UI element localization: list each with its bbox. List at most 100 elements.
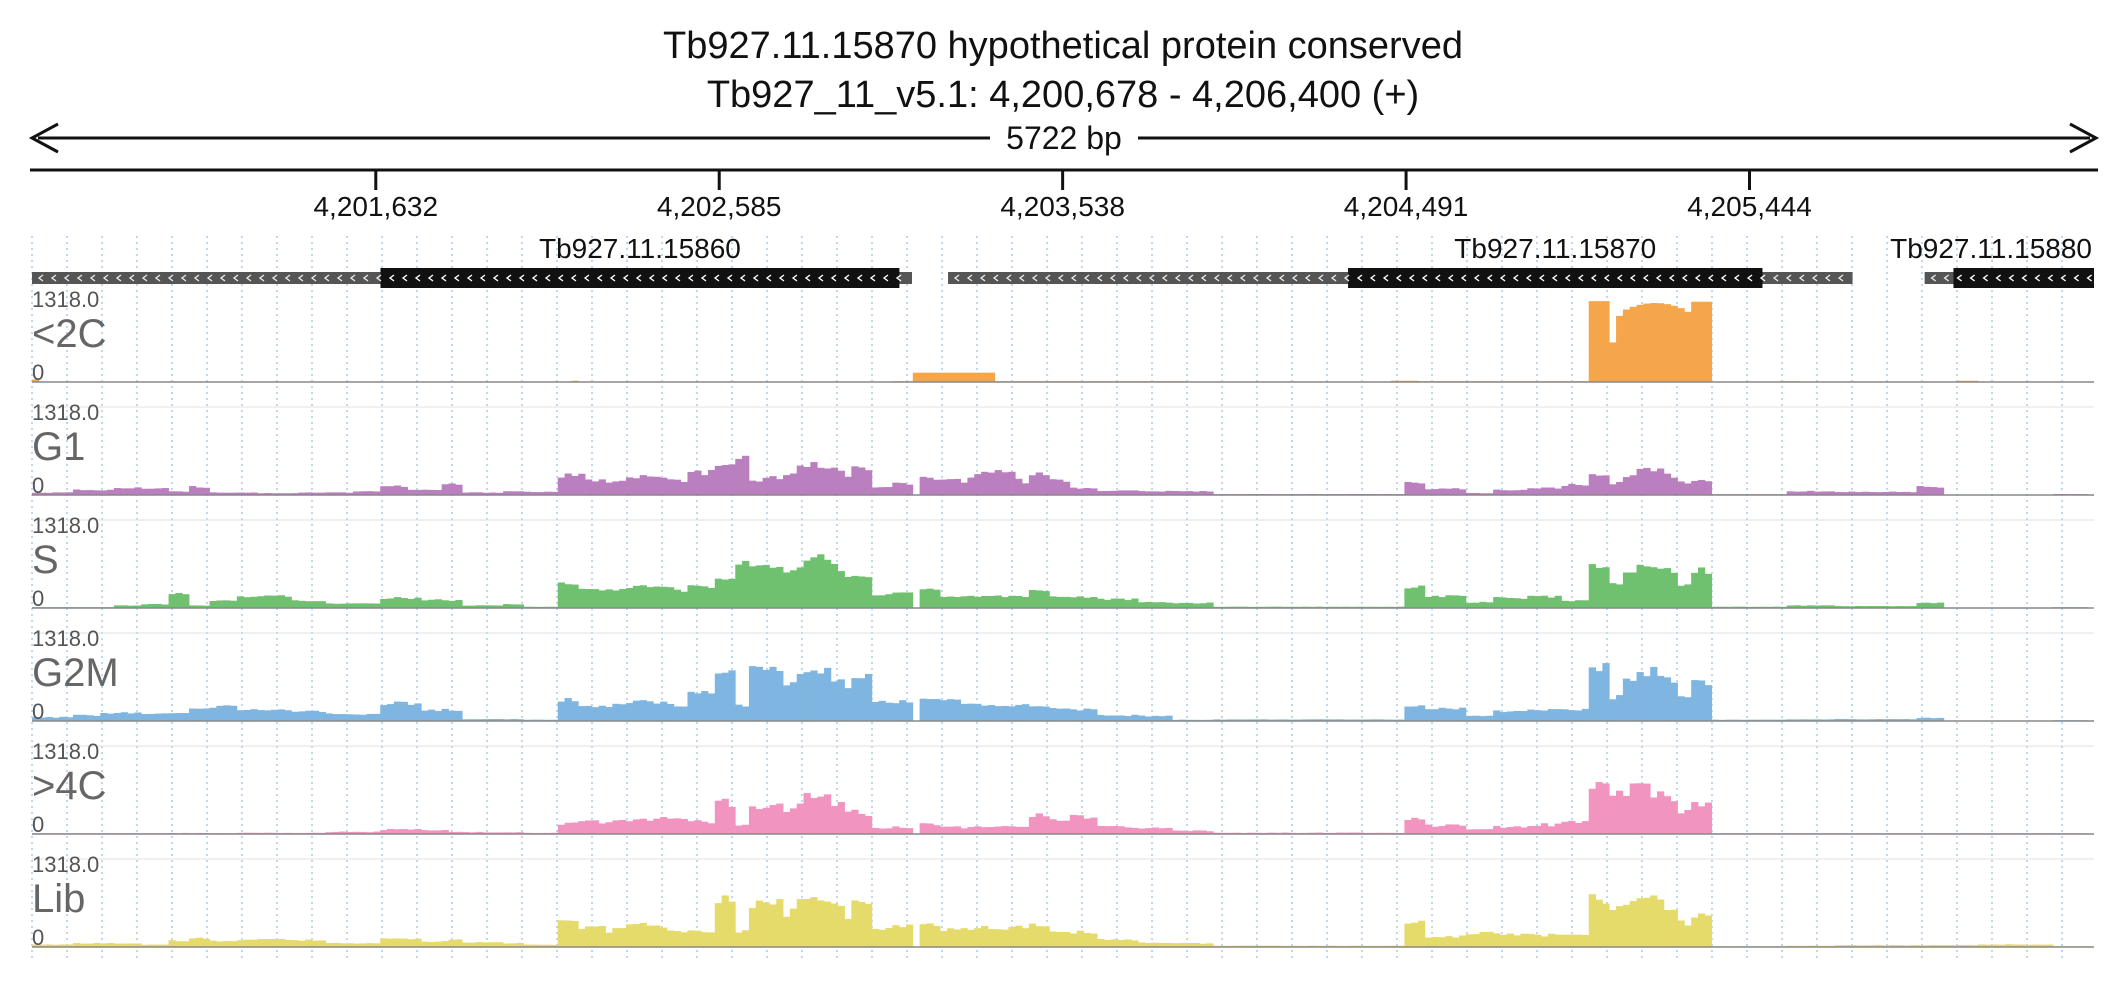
coverage-bar [2005, 944, 2013, 947]
strand-arrow [76, 274, 83, 282]
coverage-bar [926, 588, 934, 608]
coverage-track: 1318.0 0 <2C [32, 287, 2094, 385]
coverage-bar [748, 480, 757, 495]
coverage-bar [1704, 802, 1713, 834]
coverage-bar [1684, 809, 1692, 834]
coverage-bar [230, 705, 238, 721]
coverage-bar [905, 828, 914, 834]
coverage-bar [769, 476, 777, 495]
coverage-bar [1103, 826, 1112, 834]
strand-arrow [1031, 274, 1038, 282]
coverage-bar [195, 708, 204, 721]
coverage-bar [32, 717, 40, 721]
strand-arrow [1943, 274, 1950, 282]
coverage-bar [680, 481, 688, 495]
strand-arrow [2034, 274, 2041, 282]
coverage-bar [919, 698, 927, 721]
coverage-bar [1650, 567, 1658, 608]
coverage-bar [1035, 590, 1043, 608]
coverage-bar [1527, 709, 1535, 721]
strand-arrow [726, 274, 733, 282]
coverage-bar [817, 796, 825, 834]
coverage-bar [1609, 583, 1617, 608]
strand-arrow [1265, 274, 1272, 282]
coverage-bar [1479, 716, 1487, 721]
coverage-bar [455, 600, 463, 608]
coverage-bar [1431, 826, 1439, 834]
coverage-bar [509, 719, 518, 721]
coverage-bar [441, 484, 449, 495]
strand-arrow [1291, 274, 1298, 282]
coverage-bar [489, 942, 497, 947]
coverage-bar [475, 831, 484, 834]
coverage-bar [1923, 602, 1931, 608]
coverage-bar [482, 605, 490, 608]
coverage-bar [489, 719, 497, 721]
coverage-bar [1479, 601, 1487, 608]
coverage-bar [550, 491, 559, 495]
coverage-bar [537, 492, 545, 495]
coverage-bar [1028, 706, 1037, 721]
coverage-bar [1629, 572, 1637, 608]
coverage-bar [52, 717, 60, 721]
coverage-bar [714, 578, 723, 608]
coverage-bar [1438, 488, 1446, 495]
coverage-bar [585, 589, 593, 608]
coverage-bar [660, 477, 668, 495]
coverage-bar [755, 481, 763, 495]
coverage-bar [981, 596, 989, 608]
coverage-bar [352, 491, 361, 495]
coverage-bar [953, 699, 961, 721]
gene-label: Tb927.11.15870 [1454, 233, 1656, 264]
coverage-bar [1643, 783, 1651, 834]
y-zero-label: 0 [32, 925, 44, 950]
coverage-bar [721, 579, 729, 608]
coverage-bar [974, 596, 982, 608]
coverage-bar [1568, 483, 1576, 495]
coverage-bar [1793, 719, 1801, 721]
coverage-bar [1192, 830, 1200, 834]
coverage-bar [216, 492, 224, 495]
coverage-bar [1581, 600, 1590, 608]
strand-arrow [817, 274, 824, 282]
coverage-bar [1179, 830, 1187, 834]
coverage-bar [1568, 820, 1576, 834]
strand-arrow [180, 274, 187, 282]
coverage-bar [1486, 602, 1494, 608]
coverage-bar [1629, 680, 1637, 721]
coverage-bar [810, 557, 818, 608]
coverage-bar [2039, 944, 2047, 947]
coverage-bar [912, 372, 921, 382]
coverage-bar [598, 590, 606, 608]
coverage-bar [291, 711, 299, 721]
coverage-bar [230, 492, 238, 495]
coverage-bar [100, 943, 108, 947]
strand-arrow [791, 274, 798, 282]
coverage-bar [1418, 483, 1426, 495]
coverage-bar [428, 830, 436, 834]
coverage-bar [1247, 719, 1255, 721]
coverage-bar [1691, 917, 1699, 947]
coverage-bar [380, 705, 388, 721]
coverage-bar [1820, 719, 1829, 721]
strand-arrow [1512, 274, 1519, 282]
coverage-bar [1097, 598, 1105, 608]
coverage-bar [632, 585, 641, 608]
strand-arrow [1616, 274, 1623, 282]
coverage-bar [1704, 481, 1713, 495]
coverage-track: 1318.0 0 Lib [32, 852, 2094, 950]
strand-arrow [966, 274, 973, 282]
coverage-bar [1595, 475, 1603, 495]
coverage-bar [1697, 567, 1706, 608]
coverage-bar [1083, 932, 1091, 947]
coverage-bar [1554, 934, 1562, 947]
coverage-bar [243, 492, 251, 495]
coverage-bar [311, 492, 320, 495]
strand-arrow [2008, 274, 2015, 282]
strand-arrow [895, 274, 902, 282]
coverage-bar [742, 455, 750, 495]
coverage-bar [1691, 301, 1699, 382]
coverage-bar [1035, 813, 1043, 834]
strand-arrow [622, 274, 629, 282]
coverage-bar [564, 698, 572, 721]
